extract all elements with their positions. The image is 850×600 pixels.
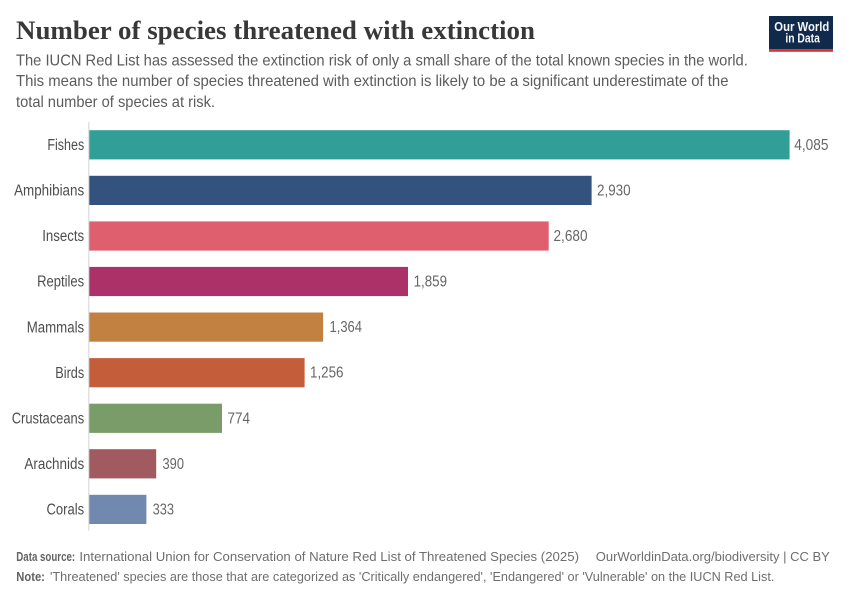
svg-text:Number of species threatened w: Number of species threatened with extinc… xyxy=(16,16,536,45)
svg-text:1,859: 1,859 xyxy=(414,274,447,291)
svg-text:Birds: Birds xyxy=(55,365,84,382)
svg-text:Fishes: Fishes xyxy=(47,137,84,154)
svg-text:Crustaceans: Crustaceans xyxy=(12,411,85,428)
svg-text:333: 333 xyxy=(153,501,174,518)
svg-text:total number of species at ris: total number of species at risk. xyxy=(16,94,215,111)
svg-text:Mammals: Mammals xyxy=(27,319,85,336)
svg-text:Data source:: Data source: xyxy=(16,549,75,564)
svg-text:1,256: 1,256 xyxy=(310,365,344,382)
svg-text:2,930: 2,930 xyxy=(597,182,631,199)
svg-text:4,085: 4,085 xyxy=(794,137,828,154)
svg-text:'Threatened' species are those: 'Threatened' species are those that are … xyxy=(50,569,774,584)
svg-text:The IUCN Red List has assessed: The IUCN Red List has assessed the extin… xyxy=(16,52,748,69)
svg-text:Reptiles: Reptiles xyxy=(37,274,84,291)
svg-text:2,680: 2,680 xyxy=(554,228,588,245)
svg-text:This means the number of speci: This means the number of species threate… xyxy=(16,73,729,90)
svg-text:OurWorldinData.org/biodiversit: OurWorldinData.org/biodiversity | CC BY xyxy=(596,549,830,564)
svg-text:Our World: Our World xyxy=(774,19,829,34)
svg-text:Amphibians: Amphibians xyxy=(14,183,84,200)
svg-text:1,364: 1,364 xyxy=(330,319,363,336)
svg-text:Arachnids: Arachnids xyxy=(24,456,84,473)
svg-text:390: 390 xyxy=(163,456,185,473)
svg-text:International Union for Conser: International Union for Conservation of … xyxy=(79,549,579,564)
svg-text:in Data: in Data xyxy=(785,30,820,45)
svg-text:774: 774 xyxy=(228,410,251,427)
svg-text:Corals: Corals xyxy=(47,502,85,519)
svg-text:Insects: Insects xyxy=(42,228,84,245)
svg-text:Note:: Note: xyxy=(16,569,45,584)
